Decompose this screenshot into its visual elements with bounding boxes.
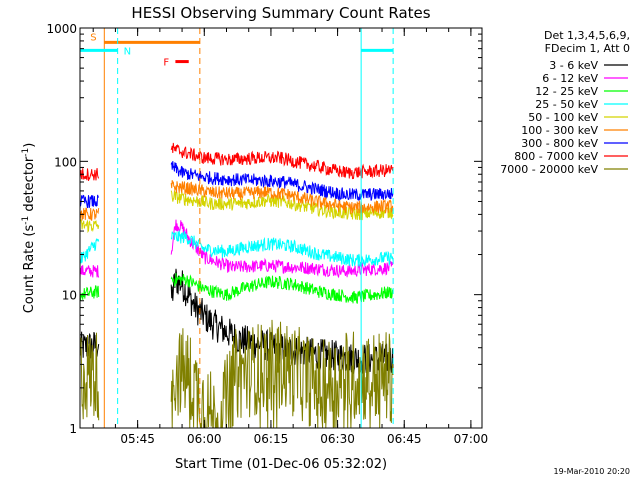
y-label-end: ): [22, 143, 37, 148]
y-axis-label: Count Rate (s-1 detector-1): [21, 143, 37, 314]
legend-label: 6 - 12 keV: [542, 72, 598, 85]
annotation-label: F: [163, 58, 169, 69]
legend-label: 300 - 800 keV: [521, 137, 598, 150]
legend-label: 12 - 25 keV: [535, 85, 598, 98]
y-label-mid: detector: [22, 156, 37, 216]
x-tick-label: 05:45: [120, 432, 155, 446]
y-tick-label: 1: [69, 422, 77, 436]
series-line-300-800keV: [79, 161, 394, 209]
y-tick-label: 100: [54, 155, 77, 169]
annotation-label: N: [124, 46, 131, 57]
y-label-sup2: -1: [21, 148, 31, 157]
chart-title: HESSI Observing Summary Count Rates: [131, 4, 430, 22]
series-line-7000-20000keV: [79, 319, 394, 429]
legend-label: 7000 - 20000 keV: [500, 163, 598, 176]
legend-header-line-1: Det 1,3,4,5,6,9,: [544, 29, 630, 42]
x-tick-label: 07:00: [454, 432, 489, 446]
series-line-3-6keV: [79, 268, 394, 375]
annotation-label: S: [90, 32, 96, 43]
x-tick-label: 06:45: [387, 432, 422, 446]
plot-frame: [79, 27, 483, 429]
legend-label: 800 - 7000 keV: [514, 150, 598, 163]
annotation-S: S: [90, 28, 200, 428]
x-tick-label: 06:15: [254, 432, 289, 446]
footer-timestamp: 19-Mar-2010 20:20: [554, 467, 631, 476]
annotation-4: [360, 28, 394, 428]
x-tick-label: 06:00: [187, 432, 222, 446]
y-label-main: Count Rate (s: [22, 225, 37, 314]
series-line-6-12keV: [79, 219, 394, 279]
legend-label: 100 - 300 keV: [521, 124, 598, 137]
y-tick-label: 1000: [46, 22, 77, 36]
x-tick-label: 06:30: [320, 432, 355, 446]
y-axis: 1 10 100 1000: [46, 22, 482, 436]
legend-label: 50 - 100 keV: [528, 111, 598, 124]
y-tick-label: 10: [62, 289, 77, 303]
legend: Det 1,3,4,5,6,9, FDecim 1, Att 0 3 - 6 k…: [500, 29, 630, 176]
x-axis: 05:45 06:00 06:15 06:30 06:45 07:00: [92, 28, 489, 446]
annotation-F: F: [163, 58, 189, 69]
x-axis-label: Start Time (01-Dec-06 05:32:02): [175, 457, 387, 472]
series-line-800-7000keV: [79, 142, 394, 182]
annotation-N: N: [80, 28, 131, 428]
series-line-12-25keV: [79, 273, 394, 304]
series-line-100-300keV: [79, 180, 394, 222]
y-label-sup1: -1: [21, 216, 31, 225]
legend-label: 25 - 50 keV: [535, 98, 598, 111]
plot-area: S N F: [79, 28, 394, 429]
legend-label: 3 - 6 keV: [549, 59, 598, 72]
legend-header-line-2: FDecim 1, Att 0: [545, 42, 630, 55]
